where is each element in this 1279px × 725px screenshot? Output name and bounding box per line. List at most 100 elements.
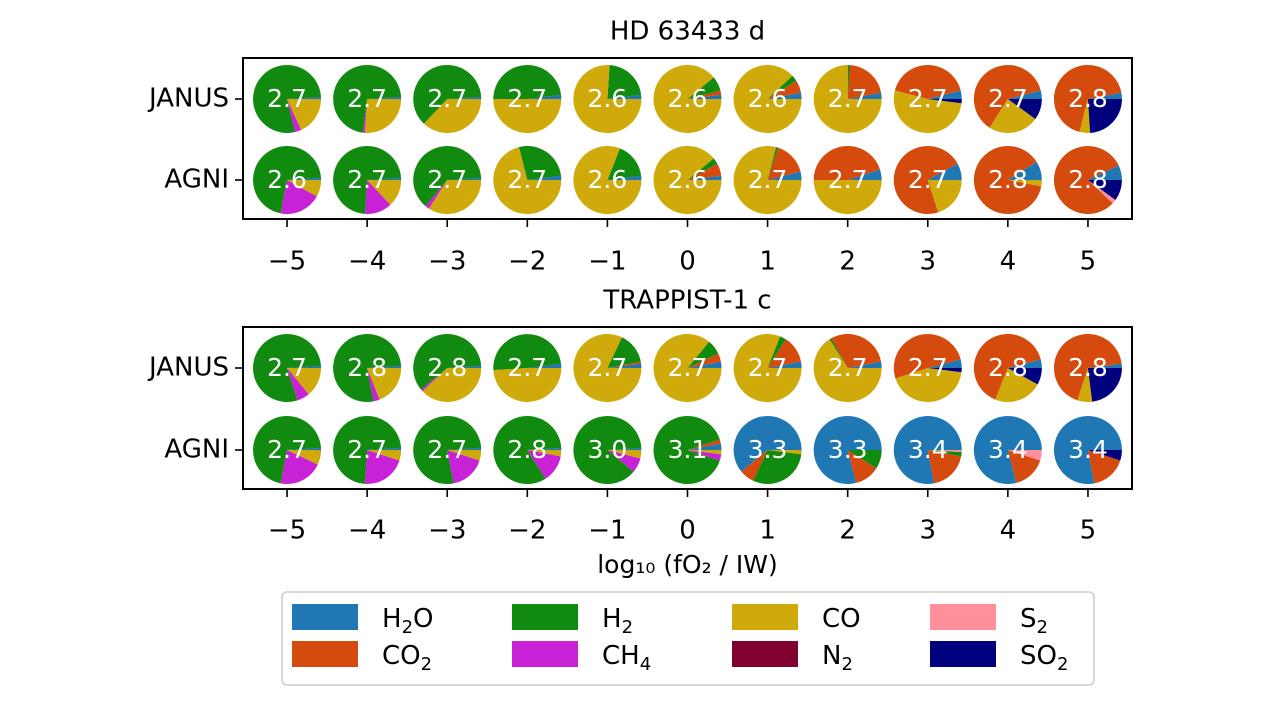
pie-value-label: 2.8 [1068,353,1108,382]
pie-slice-ch4 [287,368,309,401]
pie-value-label: 2.7 [267,435,307,464]
pie-slice-h2 [413,333,482,390]
legend-swatch-h2 [512,604,578,630]
pie-slice-co2 [767,80,801,99]
pie-slice-ch4 [365,450,400,484]
pie-slice-h2o [927,163,962,180]
pie-slice-h2o [847,92,882,99]
pie-slice-co [365,99,402,133]
pie-slice-co [287,180,322,197]
pie-value-label: 2.7 [267,84,307,113]
pie: 3.1 [653,415,722,484]
legend-label-ch4: CH4 [602,641,651,675]
pie-slice-co [367,450,402,461]
pie: 2.7 [573,334,642,403]
pie-slice-co2 [607,361,642,368]
pie-slice-co [995,368,1038,402]
pie-slice-h2o [1087,92,1122,99]
pie-slice-co [653,333,722,402]
pie-slice-so2 [927,368,962,373]
pie-slice-ch4 [447,450,480,484]
pie-slice-ch4 [367,368,380,402]
pie-value-label: 2.7 [828,84,868,113]
pie-slice-h2o [607,94,642,99]
pie-slice-co [813,65,882,133]
pie-slice-so2 [1087,99,1122,133]
pie-slice-h2 [573,416,642,485]
x-tick-label: 5 [1080,247,1097,277]
pie-slice-h2o [847,169,882,180]
x-tick-label: 4 [1000,516,1017,546]
pie-value-label: 2.8 [507,435,547,464]
legend-swatch-so2 [930,641,996,667]
pie-slice-ch4 [527,450,561,479]
x-axis-label: log₁₀ (fO₂ / IW) [597,550,778,579]
pie-slice-s2 [1087,180,1116,204]
pie-slice-h2 [493,65,562,99]
pie-slice-co2 [973,65,1041,128]
pie-value-label: 2.7 [828,353,868,382]
pie-value-label: 2.7 [588,353,628,382]
pie-slice-co [493,99,562,133]
pie: 2.8 [1053,334,1122,402]
pie-slice-h2 [607,65,642,99]
pie-value-label: 3.3 [748,435,788,464]
pie-slice-h2o [527,447,562,450]
pie-slice-co [733,146,802,215]
pie: 2.7 [253,334,322,403]
pie-slice-ch4 [687,450,722,461]
pie-value-label: 2.7 [347,84,387,113]
pie-slice-h2o [813,415,882,484]
pie-slice-co2 [893,334,961,379]
pie-slice-h2 [767,75,797,99]
pie: 2.7 [333,145,402,214]
pie-slice-ch4 [425,180,448,209]
pie-slice-h2 [767,336,786,368]
pie-slice-co [989,99,1036,134]
pie-slice-h2o [1087,363,1122,368]
pie-value-label: 2.7 [427,165,467,194]
pie-value-label: 2.8 [988,165,1028,194]
pie-slice-co2 [893,146,958,215]
pie-slice-h2o [687,175,722,180]
pie: 2.8 [1053,64,1122,133]
pie-slice-co2 [1087,450,1121,484]
pie-slice-co2 [973,333,1041,400]
pie-slice-h2 [333,64,402,133]
x-tick-label: 0 [679,247,696,277]
pie-value-label: 2.7 [668,353,708,382]
pie-slice-co [895,368,962,403]
pie-slice-so2 [1007,99,1042,119]
pie-slice-co [733,64,802,133]
pie-slice-h2o [447,447,482,450]
pie: 2.6 [573,146,642,215]
pie-slice-co [493,368,562,402]
x-tick-label: 3 [919,247,936,277]
pie-slice-h2 [413,416,482,485]
pie-value-label: 3.0 [588,435,628,464]
pie-slice-co [367,180,402,205]
pie: 2.7 [813,334,882,402]
pie-slice-h2 [607,337,641,368]
legend-label-n2: N2 [822,641,853,675]
pie-slice-co2 [831,334,882,368]
pie-slice-co [287,450,322,465]
pie-value-label: 2.6 [267,165,307,194]
pie-slice-h2o [287,447,322,450]
pie-value-label: 2.7 [908,353,948,382]
pie: 2.7 [733,334,802,403]
pie-slice-ch4 [362,99,368,133]
pie: 3.4 [973,415,1042,484]
pie-value-label: 3.3 [828,435,868,464]
pie-value-label: 2.6 [588,165,628,194]
pie-slice-h2o [367,96,402,99]
pie: 3.0 [573,416,642,485]
pie-slice-h2 [493,334,562,371]
x-tick-label: −4 [348,516,386,546]
pie-value-label: 2.7 [908,165,948,194]
pie-value-label: 2.7 [507,165,547,194]
pie-slice-h2 [753,450,802,484]
x-tick-label: 2 [839,516,856,546]
pie-slice-h2o [527,94,562,99]
